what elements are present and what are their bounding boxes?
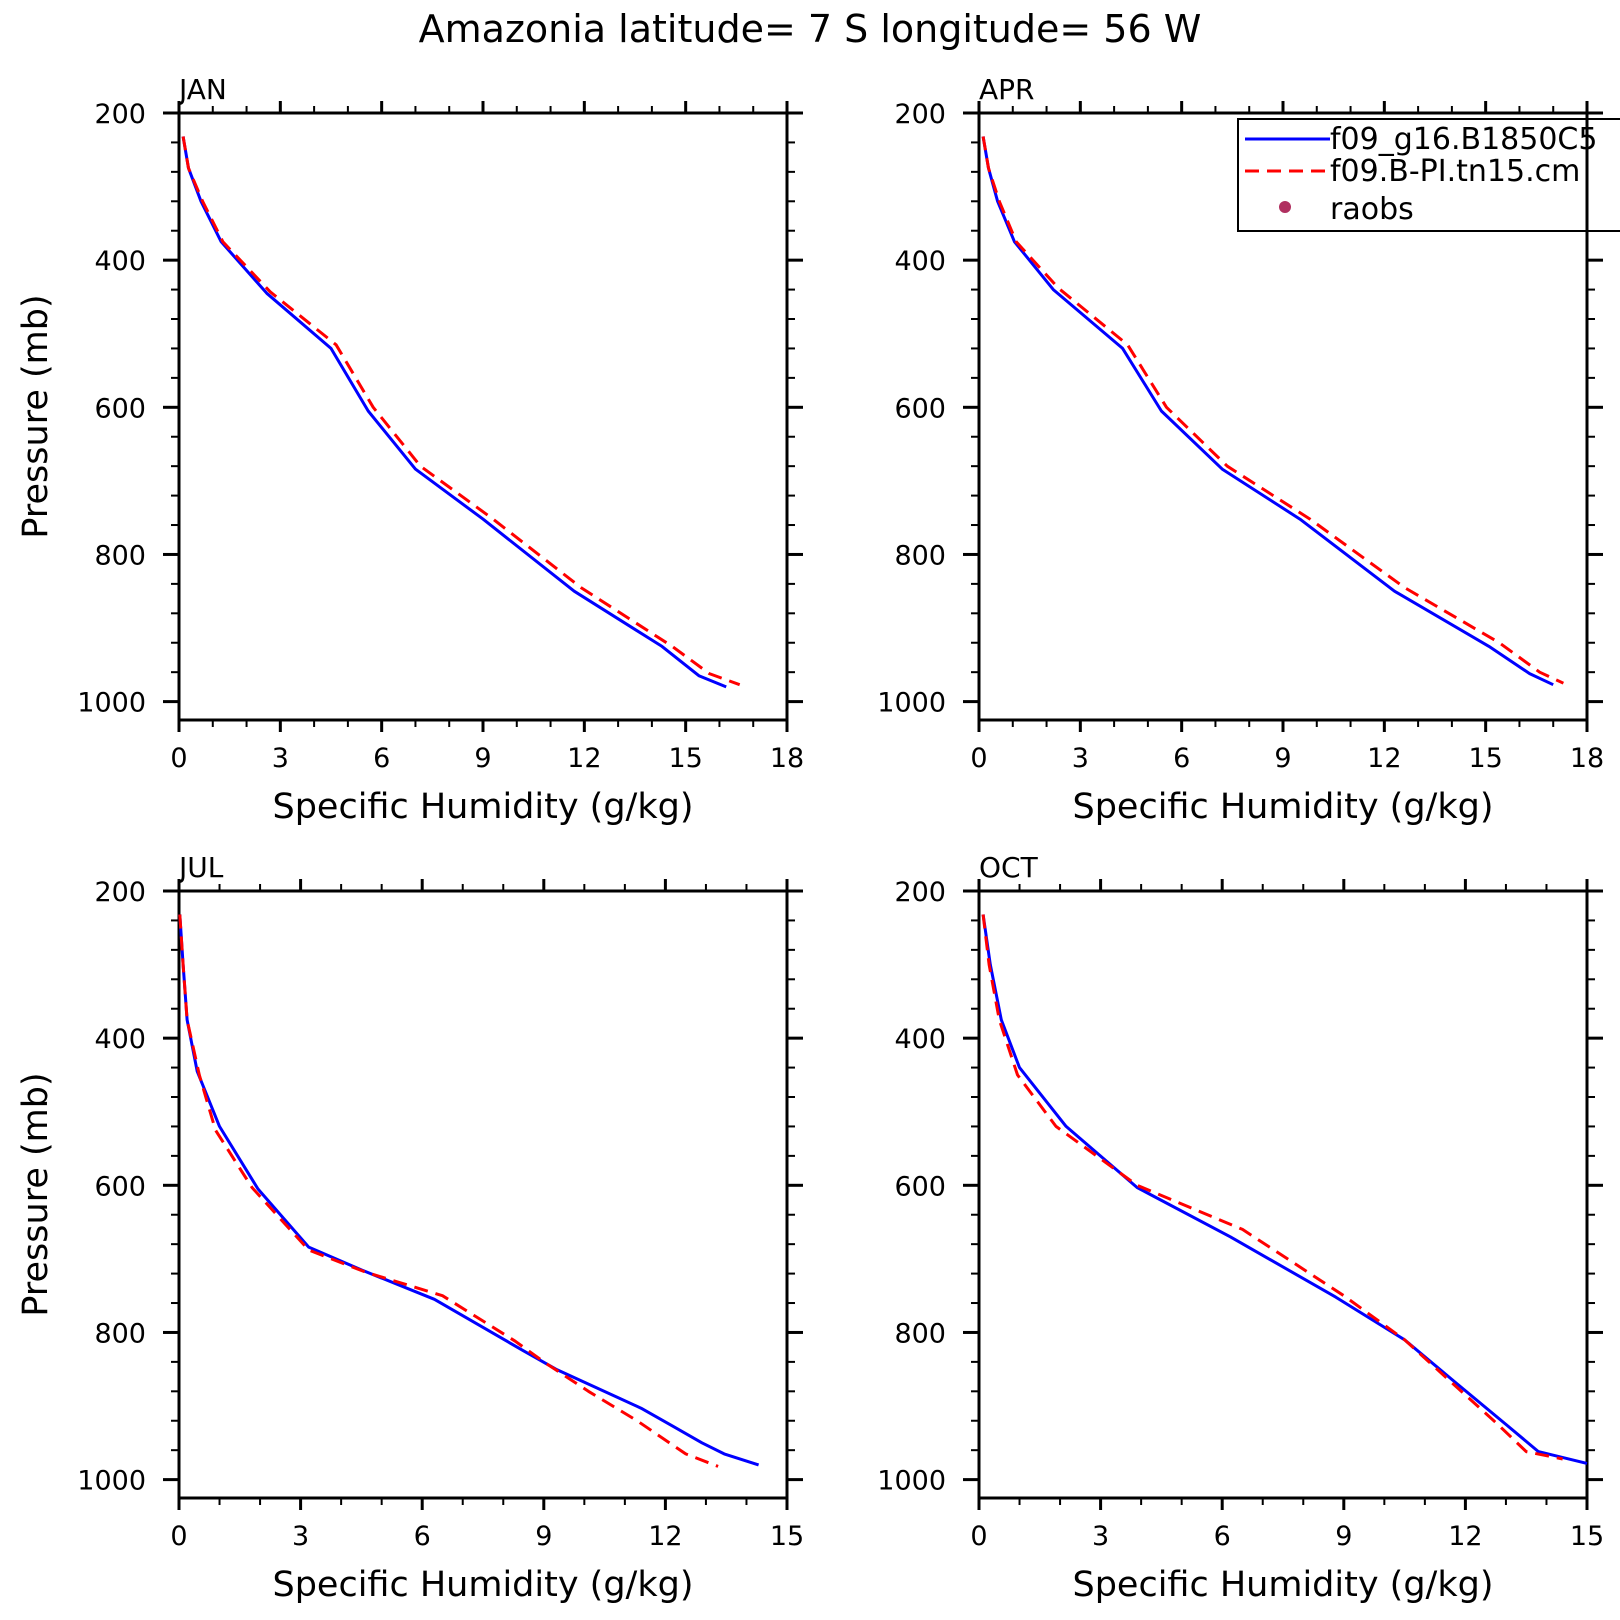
x-tick-label: 18 [770,743,804,774]
x-tick-label: 9 [1335,1521,1352,1552]
y-tick-label: 200 [894,877,946,908]
y-axis-label: Pressure (mb) [16,294,56,538]
panel-title: JAN [177,73,227,106]
y-tick-label: 200 [94,99,146,130]
y-tick-label: 1000 [77,688,146,719]
series-line [178,914,760,1467]
x-tick-label: 15 [1468,743,1502,774]
x-tick-label: 6 [1173,743,1190,774]
y-tick-label: 400 [894,246,946,277]
panel-title: APR [979,73,1035,106]
x-tick-label: 12 [1448,1521,1482,1552]
x-tick-label: 0 [970,1521,987,1552]
x-tick-label: 9 [1274,743,1291,774]
x-tick-label: 6 [414,1521,431,1552]
y-tick-label: 800 [94,540,146,571]
y-tick-label: 600 [94,393,146,424]
plot-frame [177,889,789,1500]
y-tick-label: 1000 [877,1466,946,1497]
y-tick-label: 600 [894,393,946,424]
panel-title: JUL [177,851,224,884]
x-tick-label: 15 [668,743,702,774]
series-line [981,136,1554,687]
y-tick-label: 600 [94,1171,146,1202]
legend-label: f09.B-PI.tn15.cm [1330,154,1580,189]
series-line-dashed [981,136,1565,685]
series-line-dashed [981,914,1563,1461]
y-tick-label: 800 [94,1318,146,1349]
y-tick-label: 800 [894,1318,946,1349]
panel-apr: APR 0 3 6 9 12 15 18 200 400 600 800 1000 Specific Hu… [877,73,1604,827]
x-axis-label: Specific Humidity (g/kg) [1073,787,1494,827]
y-tick-label: 600 [894,1171,946,1202]
x-tick-label: 6 [373,743,390,774]
figure-title: Amazonia latitude= 7 S longitude= 56 W [419,7,1202,51]
panel-title: OCT [979,851,1039,884]
plot-frame [177,111,789,722]
panel-oct: OCT 0 3 6 9 12 15 200 400 600 800 1000 Specific Humi… [877,851,1604,1605]
series-line [981,914,1588,1465]
y-tick-label: 400 [94,1024,146,1055]
x-tick-label: 0 [970,743,987,774]
x-tick-label: 0 [170,743,187,774]
x-tick-label: 3 [292,1521,309,1552]
y-tick-label: 200 [894,99,946,130]
panel-jan: JAN 0 3 6 9 12 15 18 200 400 600 800 1000 Specific Hu… [16,73,804,827]
series-line-dashed [181,136,741,687]
x-tick-label: 12 [1367,743,1401,774]
x-tick-label: 3 [1072,743,1089,774]
x-tick-label: 12 [567,743,601,774]
legend-label: raobs [1330,192,1414,227]
x-axis-label: Specific Humidity (g/kg) [1073,1565,1494,1605]
y-tick-label: 1000 [877,688,946,719]
legend-label: f09_g16.B1850C5 [1330,122,1597,157]
panel-jul: JUL 0 3 6 9 12 15 200 400 600 800 1000 Specific Humi… [16,851,804,1605]
x-tick-label: 18 [1570,743,1604,774]
y-tick-label: 200 [94,877,146,908]
x-tick-label: 15 [770,1521,804,1552]
x-tick-label: 3 [272,743,289,774]
y-tick-label: 400 [894,1024,946,1055]
y-axis-label: Pressure (mb) [16,1072,56,1316]
plot-frame [977,889,1589,1500]
x-tick-label: 0 [170,1521,187,1552]
x-tick-label: 15 [1570,1521,1604,1552]
x-axis-label: Specific Humidity (g/kg) [273,787,694,827]
legend-marker-dot [1279,201,1291,213]
x-axis-label: Specific Humidity (g/kg) [273,1565,694,1605]
y-tick-label: 1000 [77,1466,146,1497]
x-tick-label: 12 [648,1521,682,1552]
series-line [181,136,727,689]
y-tick-label: 400 [94,246,146,277]
x-tick-label: 3 [1092,1521,1109,1552]
x-tick-label: 9 [474,743,491,774]
x-tick-label: 9 [535,1521,552,1552]
x-tick-label: 6 [1214,1521,1231,1552]
y-tick-label: 800 [894,540,946,571]
